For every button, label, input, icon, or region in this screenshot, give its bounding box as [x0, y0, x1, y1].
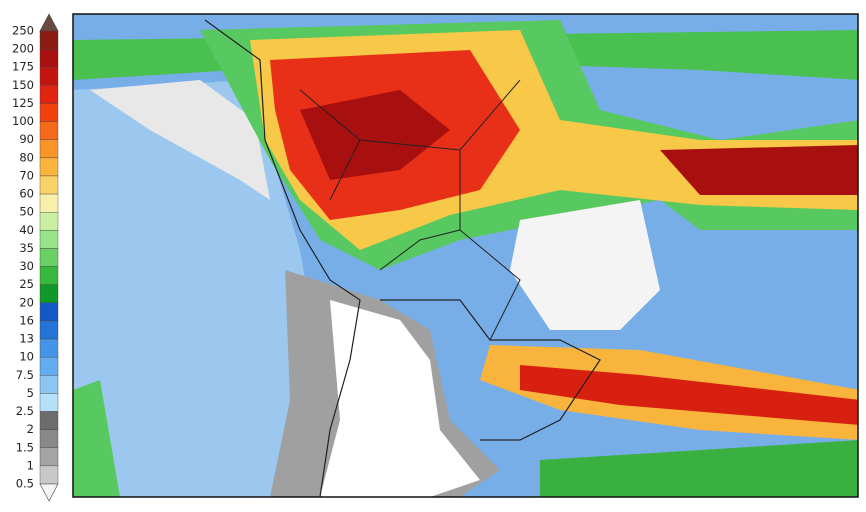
colorbar-segment	[39, 284, 59, 303]
colorbar: 2502001751501251009080706050403530252016…	[12, 13, 59, 502]
rain-band	[73, 380, 120, 497]
colorbar-segment	[39, 302, 59, 322]
colorbar-bottom	[39, 483, 59, 502]
colorbar-label: 40	[19, 223, 34, 237]
colorbar-segment	[39, 375, 59, 394]
colorbar-label: 175	[12, 60, 34, 74]
colorbar-segment	[39, 411, 59, 430]
colorbar-segment	[39, 157, 59, 177]
colorbar-label: 70	[19, 168, 34, 182]
colorbar-label: 10	[19, 350, 34, 364]
heavy-rain	[520, 365, 858, 425]
colorbar-label: 30	[19, 259, 34, 273]
colorbar-segment	[39, 85, 59, 104]
land-dry	[320, 300, 480, 497]
colorbar-label: 125	[12, 96, 34, 110]
colorbar-label: 60	[19, 187, 34, 201]
colorbar-label: 25	[19, 277, 34, 291]
colorbar-label: 100	[12, 114, 34, 128]
colorbar-label: 20	[19, 295, 34, 309]
colorbar-segment	[39, 230, 59, 249]
colorbar-label: 150	[12, 78, 34, 92]
colorbar-label: 2	[27, 422, 34, 436]
colorbar-segment	[39, 320, 59, 340]
colorbar-segment	[39, 175, 59, 195]
colorbar-segment	[39, 266, 59, 285]
dry-area	[90, 80, 270, 200]
colorbar-segment	[39, 103, 59, 122]
colorbar-segment	[39, 248, 59, 267]
colorbar-segment	[39, 338, 59, 358]
colorbar-label: 1.5	[16, 440, 34, 454]
colorbar-label: 80	[19, 150, 34, 164]
colorbar-label: 7.5	[16, 368, 34, 382]
colorbar-top	[39, 13, 59, 32]
colorbar-label: 16	[19, 313, 34, 327]
colorbar-segment	[39, 356, 59, 376]
colorbar-label: 5	[27, 386, 34, 400]
heavy-rain	[300, 90, 450, 180]
colorbar-segment	[39, 447, 59, 467]
colorbar-label: 35	[19, 241, 34, 255]
rain-band	[540, 440, 858, 497]
colorbar-segment	[39, 393, 59, 412]
colorbar-label: 50	[19, 205, 34, 219]
colorbar-segment	[39, 211, 59, 231]
map	[72, 13, 859, 498]
colorbar-label: 0.5	[16, 477, 34, 491]
colorbar-segment	[39, 48, 59, 68]
borders	[204, 19, 601, 497]
colorbar-label: 2.5	[16, 404, 34, 418]
map-frame	[72, 13, 859, 498]
colorbar-label: 90	[19, 132, 34, 146]
heavy-rain	[660, 145, 858, 195]
colorbar-label: 200	[12, 42, 34, 56]
colorbar-segment	[39, 121, 59, 140]
borders	[299, 79, 521, 341]
colorbar-segment	[39, 465, 59, 485]
colorbar-segment	[39, 67, 59, 86]
colorbar-segment	[39, 139, 59, 159]
colorbar-segment	[39, 429, 59, 448]
colorbar-label: 13	[19, 332, 34, 346]
colorbar-label: 250	[12, 24, 34, 38]
colorbar-segment	[39, 30, 59, 50]
colorbar-label: 1	[27, 458, 34, 472]
dry-area	[510, 200, 660, 330]
colorbar-segment	[39, 193, 59, 213]
